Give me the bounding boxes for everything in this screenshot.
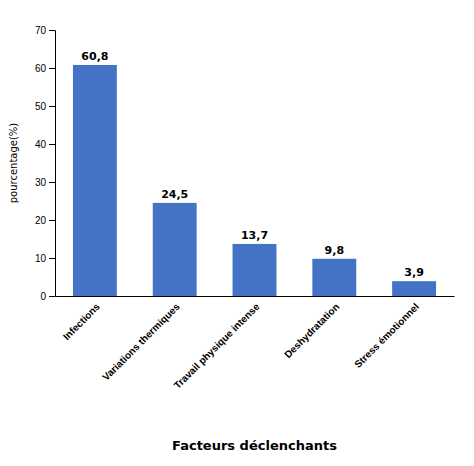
tick-mark [49,182,55,183]
data-label: 3,9 [404,266,424,279]
y-tick: 30 [35,177,55,188]
x-tick: Variations thermiques [100,296,182,383]
x-axis: InfectionsVariations thermiquesTravail p… [56,296,455,391]
tick-label: 10 [35,253,47,264]
x-tick: Infections [61,296,102,342]
data-label: 9,8 [325,244,345,257]
y-tick: 20 [35,215,55,226]
bars [73,65,436,296]
tick-label: Variations thermiques [100,301,182,383]
bar [153,203,197,296]
tick-label: 50 [35,101,47,112]
tick-label: 40 [35,139,47,150]
x-tick: Travail physique intense [172,296,262,391]
y-tick: 40 [35,139,55,150]
axis-line [49,31,56,297]
tick-label: 20 [35,215,47,226]
tick-mark [49,258,55,259]
chart: 0 10 20 30 40 50 60 70 InfectionsVariations ther… [0,0,474,466]
tick-mark [49,296,55,297]
data-label: 24,5 [161,188,188,201]
axis-line [56,296,455,297]
plot: 0 10 20 30 40 50 60 70 InfectionsVariations ther… [35,25,455,391]
tick-mark [49,144,55,145]
tick-label: Stress émotionnel [352,301,421,370]
y-tick: 70 [35,25,55,36]
y-axis-title: pourcentage(%) [8,123,19,204]
y-tick: 0 [40,291,55,302]
data-label: 13,7 [241,229,268,242]
tick-label: Travail physique intense [172,301,262,391]
y-tick: 50 [35,101,55,112]
data-label: 60,8 [81,50,108,63]
tick-label: Deshydratation [282,301,341,360]
y-tick: 10 [35,253,55,264]
bar [73,65,117,296]
x-tick: Stress émotionnel [352,296,421,370]
tick-label: Infections [61,301,102,342]
bar [312,259,356,296]
x-tick: Deshydratation [282,296,341,360]
bar [233,244,277,296]
y-axis: 0 10 20 30 40 50 60 70 [35,25,56,302]
tick-label: 30 [35,177,47,188]
y-tick: 60 [35,63,55,74]
data-labels: 60,8 24,5 13,7 9,8 3,9 [81,50,424,279]
tick-mark [49,68,55,69]
x-axis-title: Facteurs déclenchants [172,438,337,453]
tick-mark [49,220,55,221]
tick-label: 0 [40,291,46,302]
tick-label: 70 [35,25,47,36]
tick-label: 60 [35,63,47,74]
tick-mark [49,30,55,31]
bar [392,281,436,296]
tick-mark [49,106,55,107]
